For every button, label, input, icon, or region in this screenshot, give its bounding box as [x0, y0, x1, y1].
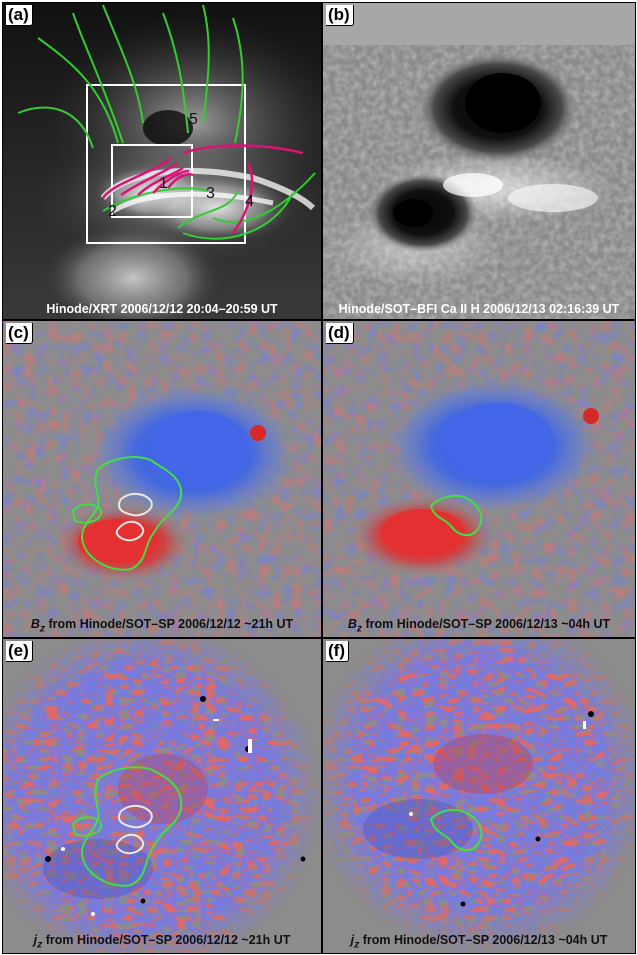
panel-c-caption-text: from Hinode/SOT–SP 2006/12/12 ~21h UT — [45, 616, 294, 631]
jz-map-f — [323, 639, 635, 953]
white-contours — [115, 493, 153, 542]
panel-e-caption: jz from Hinode/SOT–SP 2006/12/12 ~21h UT — [3, 933, 321, 951]
panel-c-caption: Bz from Hinode/SOT–SP 2006/12/12 ~21h UT — [3, 617, 321, 635]
green-contours — [71, 766, 183, 887]
panel-label-f: (f) — [326, 641, 349, 662]
panel-f-jz-map: (f) jz from Hinode/SOT–SP 2006/12/13 ~04… — [322, 638, 636, 954]
loop-number-2: 2 — [108, 203, 117, 220]
panel-c-variable: B — [30, 616, 40, 631]
panel-f-caption-text: from Hinode/SOT–SP 2006/12/13 ~04h UT — [359, 932, 608, 947]
panel-d-variable: B — [347, 616, 357, 631]
panel-label-b: (b) — [326, 5, 354, 26]
large-fov-box — [86, 84, 246, 244]
loop-number-1: 1 — [159, 175, 168, 192]
panel-label-e: (e) — [6, 641, 33, 662]
loop-number-3: 3 — [206, 185, 215, 202]
panel-e-variable: j — [33, 932, 38, 947]
closed-field-lines — [101, 144, 304, 234]
panel-f-subscript: z — [354, 939, 360, 950]
panel-d-caption: Bz from Hinode/SOT–SP 2006/12/13 ~04h UT — [323, 617, 635, 635]
panel-a-caption: Hinode/XRT 2006/12/12 20:04–20:59 UT — [46, 302, 278, 316]
jz-map-e — [3, 639, 321, 953]
caii-image — [323, 3, 635, 319]
small-fov-box — [111, 144, 193, 218]
panel-label-c: (c) — [6, 323, 33, 344]
panel-d-subscript: z — [356, 623, 363, 634]
panel-b-caii-image: (b) Hinode/SOT–BFI Ca II H 2006/12/13 02… — [322, 2, 636, 320]
panel-f-variable: j — [350, 932, 355, 947]
bz-map-c — [3, 321, 321, 637]
green-contours — [429, 808, 483, 852]
panel-e-jz-map: (e) jz from Hinode/SOT–SP 2006/12/12 ~21… — [2, 638, 322, 954]
open-field-lines — [17, 4, 316, 240]
panel-e-caption-text: from Hinode/SOT–SP 2006/12/12 ~21h UT — [42, 932, 291, 947]
panel-a-xrt-image: 1 2 3 4 5 (a) Hinode/XRT 2006/12/12 20:0… — [2, 2, 322, 320]
panel-label-a: (a) — [6, 5, 33, 26]
green-contours — [71, 456, 183, 571]
loop-number-5: 5 — [189, 111, 198, 128]
panel-d-bz-map: (d) Bz from Hinode/SOT–SP 2006/12/13 ~04… — [322, 320, 636, 638]
xrt-image — [3, 3, 321, 319]
panel-d-caption-text: from Hinode/SOT–SP 2006/12/13 ~04h UT — [362, 616, 611, 631]
panel-e-subscript: z — [37, 939, 43, 950]
panel-f-caption: jz from Hinode/SOT–SP 2006/12/13 ~04h UT — [323, 933, 635, 951]
green-contours — [429, 494, 483, 537]
loop-number-4: 4 — [245, 193, 254, 210]
panel-label-d: (d) — [326, 323, 354, 344]
panel-c-bz-map: (c) Bz from Hinode/SOT–SP 2006/12/12 ~21… — [2, 320, 322, 638]
panel-b-caption: Hinode/SOT–BFI Ca II H 2006/12/13 02:16:… — [338, 302, 620, 316]
bz-map-d — [323, 321, 635, 637]
panel-c-subscript: z — [39, 623, 46, 634]
white-contours — [115, 805, 153, 855]
